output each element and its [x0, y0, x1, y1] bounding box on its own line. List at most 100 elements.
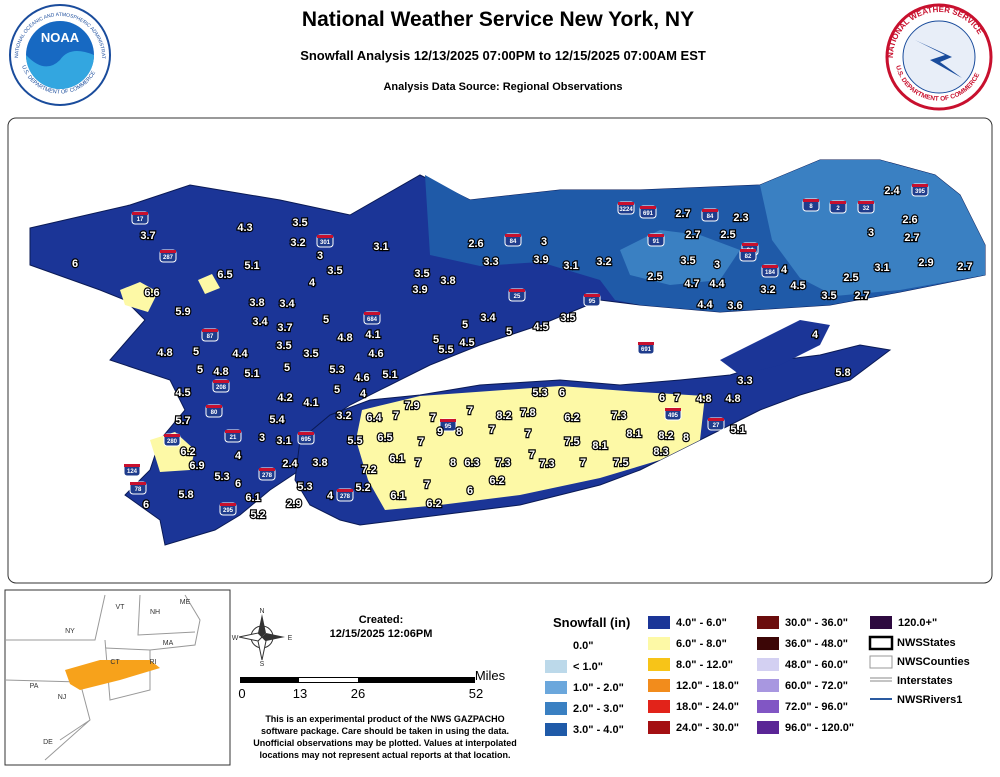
- subtitle: Snowfall Analysis 12/13/2025 07:00PM to …: [300, 48, 706, 63]
- snowfall-observation: 8.2: [658, 430, 673, 442]
- inset-label: VT: [116, 604, 126, 611]
- snowfall-observation: 4.8: [213, 366, 228, 378]
- inset-label: NJ: [58, 694, 67, 701]
- snowfall-observation: 4: [781, 264, 788, 276]
- snowfall-observation: 6: [467, 485, 473, 497]
- snowfall-observation: 7: [393, 410, 399, 422]
- snowfall-observation: 7: [415, 457, 421, 469]
- snowfall-observation: 3: [259, 432, 265, 444]
- legend-label: 30.0" - 36.0": [785, 617, 848, 629]
- highway-shield-top: [364, 312, 380, 315]
- snowfall-observation: 8: [450, 457, 456, 469]
- snowfall-observation: 7: [424, 479, 430, 491]
- snowfall-observation: 6: [559, 387, 565, 399]
- snowfall-observation: 6: [72, 258, 78, 270]
- snowfall-observation: 3.5: [303, 348, 318, 360]
- north-fork: [720, 320, 830, 375]
- legend-swatch: [545, 723, 567, 736]
- inset-labels: VT NH ME NY MA CT RI PA NJ DE: [30, 599, 191, 746]
- title: National Weather Service New York, NY: [302, 8, 694, 31]
- scale-unit: Miles: [475, 668, 506, 683]
- highway-shield-label: 87: [207, 334, 214, 340]
- snowfall-observation: 6.2: [564, 412, 579, 424]
- highway-shield-label: 684: [367, 317, 378, 323]
- highway-shield-label: 80: [211, 410, 218, 416]
- snowfall-observation: 6.9: [189, 460, 204, 472]
- highway-shield-top: [912, 184, 928, 187]
- compass-w: W: [232, 635, 239, 642]
- legend-swatch: [757, 658, 779, 671]
- snowfall-observation: 3.2: [760, 284, 775, 296]
- snowfall-observation: 5.5: [347, 435, 362, 447]
- snowfall-observation: 2.7: [675, 208, 690, 220]
- snowfall-observation: 2.3: [733, 212, 748, 224]
- snowfall-observation: 7: [489, 424, 495, 436]
- snowfall-observation: 8.2: [496, 410, 511, 422]
- highway-shield-label: 27: [713, 423, 720, 429]
- legend-label: 4.0" - 6.0": [676, 617, 727, 629]
- snowfall-observation: 4: [235, 450, 242, 462]
- highway-shield-top: [509, 289, 525, 292]
- legend-label: 36.0" - 48.0": [785, 638, 848, 650]
- disclaimer: This is an experimental product of the N…: [253, 714, 517, 760]
- scale-tick: 26: [351, 686, 365, 701]
- snowfall-observation: 5.3: [214, 471, 229, 483]
- scale-tick: 13: [293, 686, 307, 701]
- highway-shield-label: 295: [223, 508, 234, 514]
- snowfall-observation: 3: [317, 250, 323, 262]
- snowfall-observation: 4.8: [725, 393, 740, 405]
- highway-shield-label: 84: [707, 214, 714, 220]
- disclaimer-line: This is an experimental product of the N…: [265, 714, 504, 724]
- noaa-text: NOAA: [41, 30, 80, 45]
- snowfall-observation: 3: [541, 236, 547, 248]
- snowfall-observation: 4.8: [157, 347, 172, 359]
- snowfall-observation: 6.6: [144, 287, 159, 299]
- snowfall-observation: 2.7: [854, 290, 869, 302]
- snowfall-observation: 2.9: [918, 257, 933, 269]
- highway-shield-top: [708, 418, 724, 421]
- highway-shield-label: 17: [137, 217, 144, 223]
- snowfall-observation: 3.5: [560, 312, 575, 324]
- highway-shield-label: 495: [668, 413, 679, 419]
- snowfall-observation: 4.1: [365, 329, 380, 341]
- snowfall-observation: 6: [235, 478, 241, 490]
- snowfall-observation: 4.8: [696, 393, 711, 405]
- highway-shield-top: [618, 202, 634, 205]
- highway-shield-label: 278: [262, 473, 273, 479]
- snowfall-observation: 2.9: [286, 498, 301, 510]
- snowfall-observation: 5: [433, 334, 439, 346]
- created-label: Created:: [359, 614, 404, 626]
- snowfall-observation: 2.7: [957, 261, 972, 273]
- snowfall-observation: 3.9: [412, 284, 427, 296]
- highway-shield-label: 32: [863, 206, 870, 212]
- snowfall-observation: 5.3: [297, 481, 312, 493]
- snowfall-observation: 3.2: [290, 237, 305, 249]
- snowfall-observation: 3: [714, 259, 720, 271]
- highway-shield-label: 21: [230, 435, 237, 441]
- snowfall-observation: 5: [506, 326, 512, 338]
- legend-swatch: [544, 638, 568, 653]
- snowfall-observation: 4.4: [709, 278, 725, 290]
- snowfall-observation: 8.1: [592, 440, 607, 452]
- snowfall-observation: 2.4: [884, 185, 900, 197]
- snowfall-observation: 7: [674, 392, 680, 404]
- snowfall-observation: 3.1: [874, 262, 889, 274]
- snowfall-observation: 8.3: [653, 446, 668, 458]
- snowfall-observation: 6.2: [489, 475, 504, 487]
- snowfall-observation: 4.5: [790, 280, 805, 292]
- snowfall-observation: 8: [456, 426, 462, 438]
- snowfall-observation: 2.7: [685, 229, 700, 241]
- legend-label: 96.0" - 120.0": [785, 722, 854, 734]
- snowfall-observation: 5: [197, 364, 203, 376]
- legend-label: 120.0+": [898, 617, 937, 629]
- snowfall-observation: 3.8: [312, 457, 327, 469]
- snowfall-observation: 4.5: [459, 337, 474, 349]
- snowfall-observation: 3.6: [727, 300, 742, 312]
- inset-label: RI: [150, 659, 157, 666]
- compass-n: N: [259, 608, 264, 615]
- snowfall-observation: 6.5: [377, 432, 392, 444]
- legend-swatch: [648, 679, 670, 692]
- highway-shield-label: 95: [589, 299, 596, 305]
